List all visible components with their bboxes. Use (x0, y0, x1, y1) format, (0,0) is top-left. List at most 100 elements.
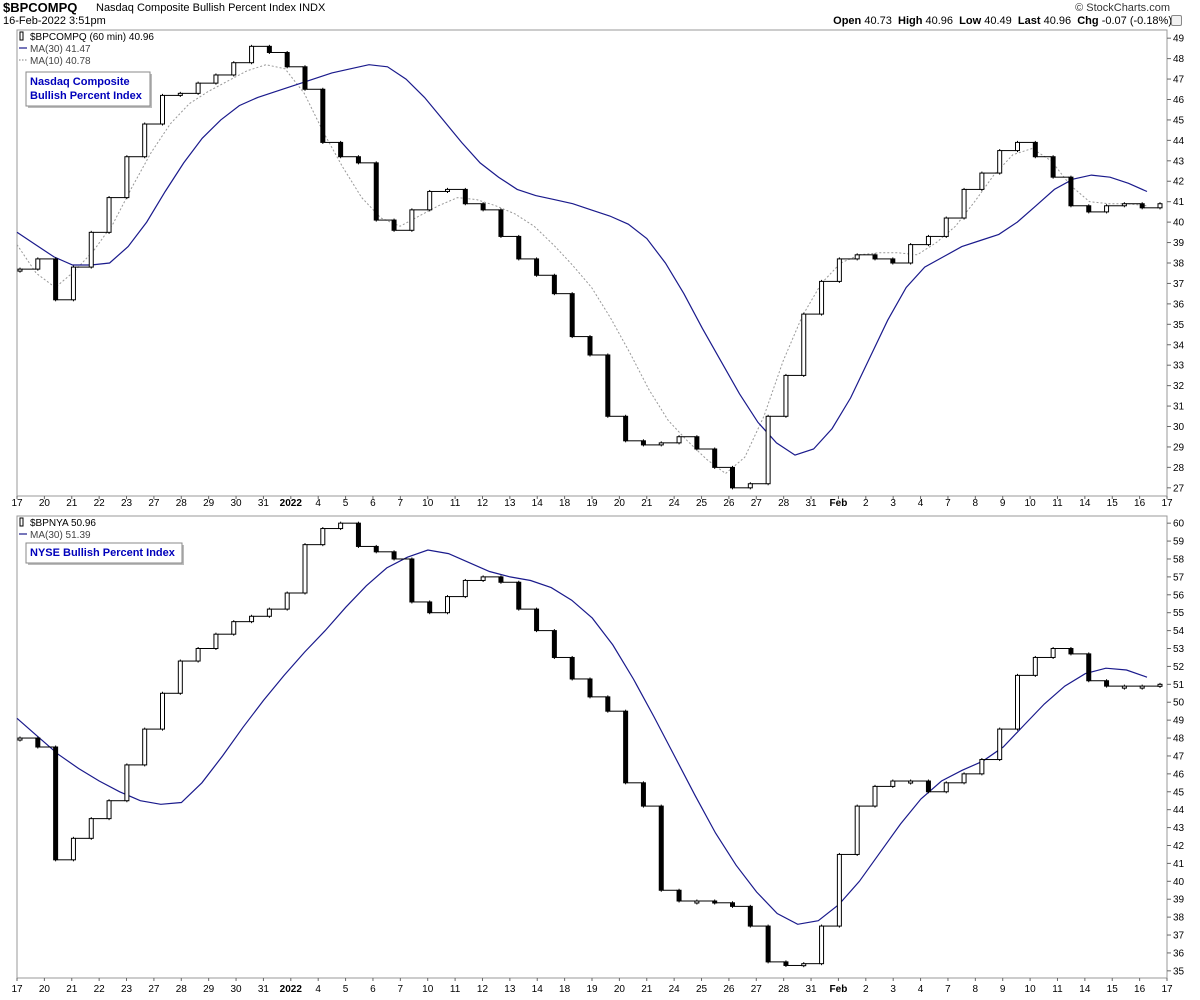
y-tick-label: 60 (1173, 519, 1185, 530)
price-candle (17, 737, 23, 741)
price-candle (427, 601, 433, 614)
x-tick-label: 6 (370, 984, 376, 995)
y-tick-label: 34 (1173, 340, 1185, 351)
price-candle (231, 62, 237, 76)
y-tick-label: 40 (1173, 877, 1185, 888)
low-value: 40.49 (984, 15, 1012, 27)
price-candle (694, 436, 700, 450)
x-tick-label: 2 (863, 498, 869, 509)
price-candle (908, 244, 914, 264)
x-tick-label: 6 (370, 498, 376, 509)
price-candle (177, 92, 183, 96)
x-tick-label: 10 (1025, 984, 1037, 995)
price-candle (195, 648, 201, 662)
x-tick-label: 25 (696, 984, 708, 995)
x-tick-label: 14 (532, 984, 544, 995)
price-candle (373, 162, 379, 221)
annotation-text: Bullish Percent Index (30, 90, 143, 102)
ma10-line (16, 64, 1148, 475)
price-candle (355, 156, 361, 164)
price-candle (676, 436, 682, 444)
price-candle (249, 45, 255, 64)
x-tick-label: 21 (641, 984, 653, 995)
x-tick-label: 13 (504, 984, 516, 995)
price-candle (302, 66, 308, 90)
price-candle (712, 448, 718, 468)
x-tick-label: 20 (614, 984, 626, 995)
y-tick-label: 50 (1173, 698, 1185, 709)
price-candle (160, 692, 165, 730)
price-candle (783, 374, 789, 417)
price-candle (925, 235, 931, 246)
y-tick-label: 57 (1173, 572, 1185, 583)
y-tick-label: 56 (1173, 590, 1185, 601)
price-candle (160, 94, 165, 125)
close-icon[interactable] (1171, 15, 1182, 26)
plot-frame (16, 515, 1168, 979)
price-candle (605, 696, 611, 712)
y-tick-label: 35 (1173, 320, 1185, 331)
price-candle (106, 800, 112, 820)
y-tick-label: 39 (1173, 895, 1185, 906)
y-tick-label: 53 (1173, 644, 1185, 655)
y-tick-label: 37 (1173, 931, 1185, 942)
price-candle (836, 853, 842, 927)
price-candle (836, 258, 842, 282)
x-tick-label: 18 (559, 984, 571, 995)
x-tick-label: 12 (477, 984, 489, 995)
x-tick-label: 21 (66, 498, 78, 509)
x-tick-label: 7 (945, 498, 951, 509)
x-tick-label: 9 (1000, 498, 1006, 509)
x-tick-label: 30 (230, 498, 242, 509)
price-candle (872, 785, 878, 807)
price-candle (658, 805, 664, 891)
price-candle (979, 172, 985, 190)
price-candle (783, 961, 789, 966)
y-tick-label: 38 (1173, 259, 1185, 270)
price-candle (801, 963, 807, 967)
quote-bar: Open 40.73 High 40.96 Low 40.49 Last 40.… (833, 15, 1172, 27)
candle-icon (19, 31, 24, 41)
price-candle (872, 254, 878, 260)
price-candle (302, 544, 308, 594)
x-tick-label: 28 (778, 984, 790, 995)
y-tick-label: 45 (1173, 115, 1185, 126)
price-candle (391, 219, 397, 231)
x-tick-label: 14 (1079, 984, 1091, 995)
price-candle (1157, 203, 1163, 209)
open-value: 40.73 (864, 15, 892, 27)
x-tick-label: 26 (723, 984, 735, 995)
price-candle (765, 925, 771, 963)
legend-entry: MA(10) 40.78 (30, 56, 91, 67)
x-tick-label: 19 (586, 984, 598, 995)
price-candle (961, 188, 967, 219)
price-candle (997, 728, 1003, 761)
x-tick-label: 3 (890, 984, 896, 995)
price-candle (213, 74, 219, 84)
copyright: © StockCharts.com (1075, 2, 1170, 14)
y-tick-label: 31 (1173, 402, 1185, 413)
x-tick-label: 27 (751, 984, 763, 995)
x-tick-label: 16 (1134, 498, 1146, 509)
y-tick-label: 48 (1173, 734, 1185, 745)
price-candle (320, 528, 326, 546)
y-tick-label: 59 (1173, 537, 1185, 548)
y-tick-label: 51 (1173, 680, 1185, 691)
price-candle (516, 235, 522, 260)
x-tick-label: 2022 (280, 498, 303, 509)
y-tick-label: 28 (1173, 463, 1185, 474)
ma30-line (16, 549, 1148, 925)
price-candle (676, 889, 682, 902)
price-candle (1068, 176, 1074, 207)
price-candle (445, 596, 450, 614)
symbol-description: Nasdaq Composite Bullish Percent Index I… (96, 2, 325, 14)
y-tick-label: 30 (1173, 422, 1185, 433)
price-candle (1139, 203, 1145, 209)
x-tick-label: 16 (1134, 984, 1146, 995)
y-tick-label: 38 (1173, 913, 1185, 924)
low-label: Low (959, 15, 982, 27)
x-tick-label: 5 (343, 498, 349, 509)
price-candle (462, 188, 468, 205)
price-candle (249, 615, 255, 623)
price-candle (587, 336, 593, 356)
